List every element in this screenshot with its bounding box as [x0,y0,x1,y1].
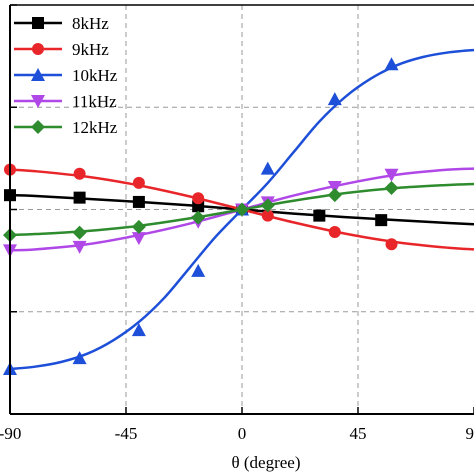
legend-marker-12khz [31,120,45,134]
data-point-10khz [327,92,342,106]
legend: 8kHz 9kHz 10kHz 11kHz 12kHz [14,14,118,137]
data-point-12khz [384,181,399,196]
data-point-11khz [131,232,146,246]
x-tick-label: -45 [115,424,138,443]
x-axis-title: θ (degree) [231,453,300,472]
data-point-12khz [72,225,87,240]
data-point-12khz [131,219,146,234]
legend-marker-11khz [31,95,45,108]
legend-marker-8khz [32,17,44,29]
x-tick-label: 45 [350,424,367,443]
data-point-9khz [192,192,205,205]
data-point-11khz [327,181,342,195]
data-point-10khz [72,351,87,365]
data-point-10khz [131,323,146,337]
tick-labels: -90 -45 0 45 90 [0,424,474,443]
axes [9,4,474,415]
legend-marker-10khz [31,68,45,81]
legend-label-9khz: 9kHz [72,40,109,59]
x-tick-label: 90 [466,424,474,443]
data-point-8khz [313,209,326,222]
data-point-10khz [384,57,399,71]
data-point-9khz [73,167,86,180]
series-12khz [3,181,474,243]
legend-item-11khz: 11kHz [14,92,117,111]
data-point-12khz [260,198,275,213]
series-layer [3,48,474,376]
data-point-12khz [191,210,206,225]
legend-label-12khz: 12kHz [72,118,118,137]
data-point-12khz [235,202,249,217]
legend-item-12khz: 12kHz [14,118,118,137]
data-point-9khz [385,238,398,251]
data-point-11khz [72,240,87,254]
legend-item-10khz: 10kHz [14,66,118,85]
data-point-10khz [191,263,206,277]
data-point-9khz [261,209,274,222]
data-point-9khz [132,176,145,189]
legend-label-10khz: 10kHz [72,66,118,85]
x-tick-label: -90 [0,424,21,443]
legend-marker-9khz [32,43,44,55]
data-point-8khz [132,195,145,208]
data-point-11khz [384,168,399,182]
legend-label-11khz: 11kHz [72,92,117,111]
data-point-12khz [327,188,342,203]
legend-item-8khz: 8kHz [14,14,109,33]
data-point-8khz [73,191,86,204]
data-point-9khz [328,225,341,238]
x-tick-label: 0 [238,424,247,443]
legend-label-8khz: 8kHz [72,14,109,33]
data-point-10khz [260,161,275,175]
data-point-8khz [375,214,388,227]
legend-item-9khz: 9kHz [14,40,109,59]
